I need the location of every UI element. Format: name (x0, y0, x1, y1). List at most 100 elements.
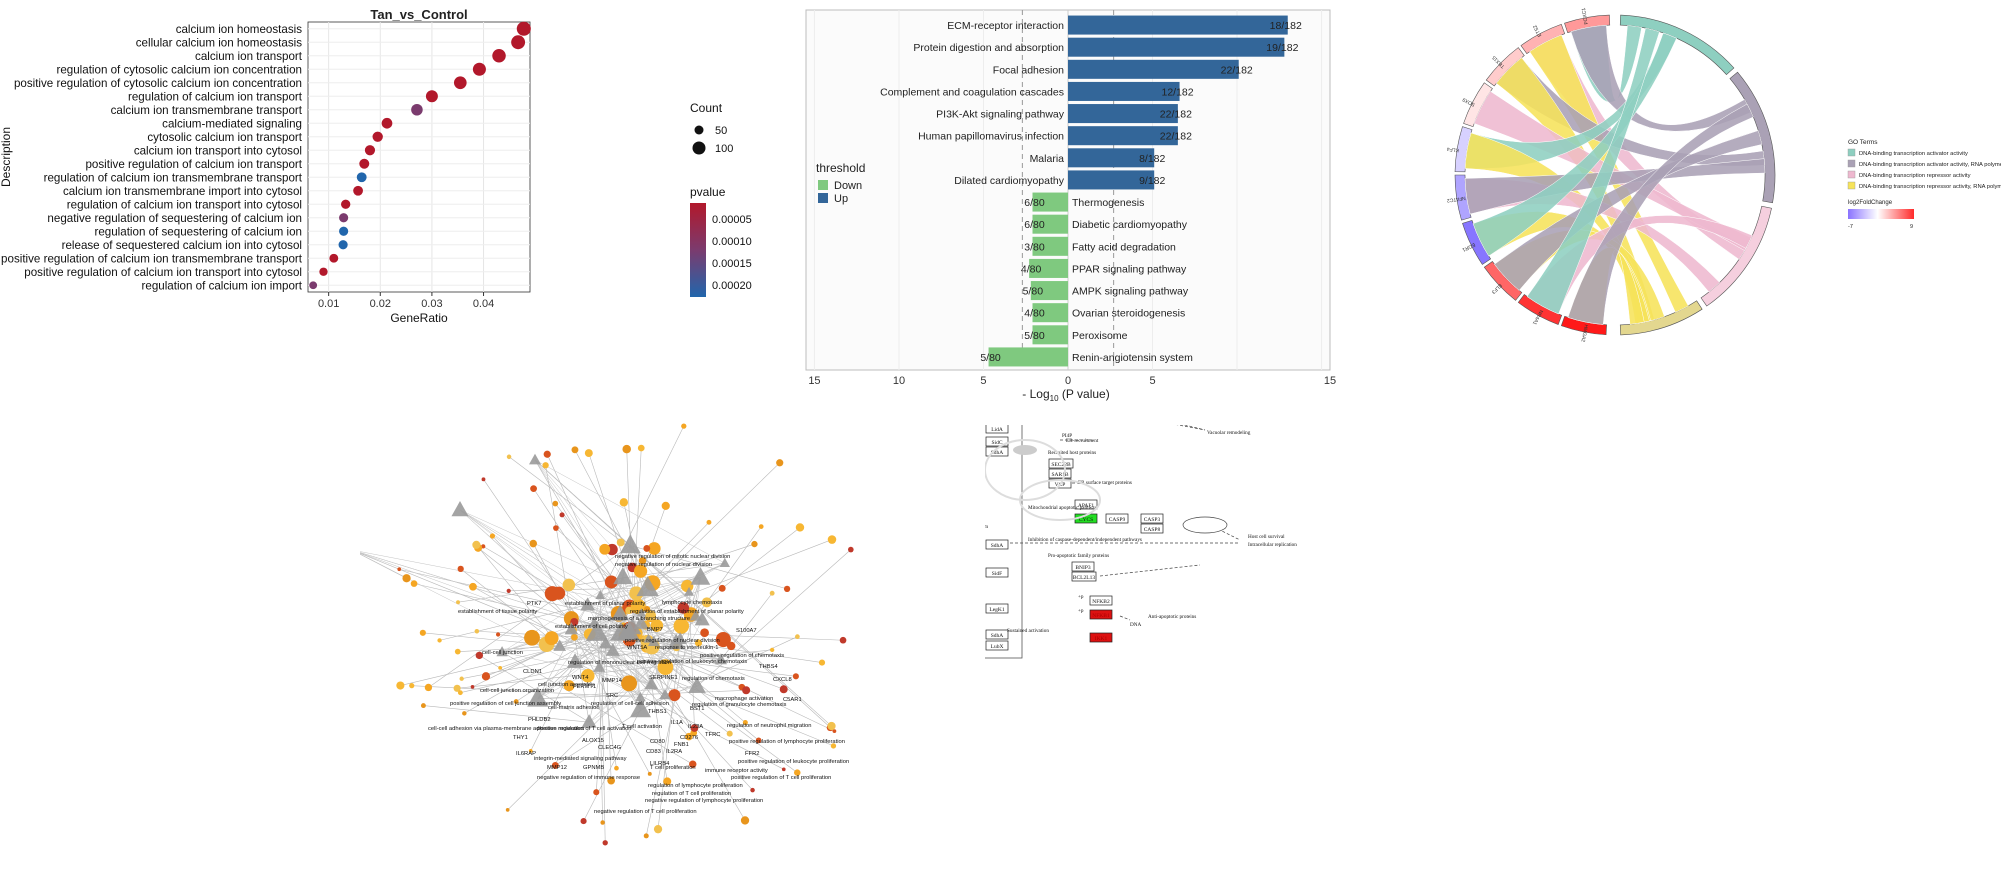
network-panel: negative regulation of mitotic nuclear d… (360, 405, 880, 874)
bar-name: PPAR signaling pathway (1072, 263, 1187, 275)
network-edge (596, 632, 730, 734)
gene-box (1048, 458, 1074, 469)
gene-box-label: SdhA (991, 543, 1004, 549)
gene-node (506, 454, 512, 460)
gene-node (625, 606, 633, 615)
network-edge (534, 459, 725, 564)
gene-node (600, 820, 605, 825)
network-label: cell junction assembly (538, 682, 594, 688)
term-node (611, 604, 629, 620)
network-label: IL6RAP (516, 751, 536, 757)
network-label: ALOX15 (582, 738, 604, 744)
mito-ring (1019, 479, 1101, 521)
network-edge (664, 619, 703, 696)
gene-node (621, 675, 638, 692)
gene-box-label: LegK1 (989, 607, 1005, 613)
network-edge (664, 694, 753, 791)
network-edge (664, 577, 701, 696)
term-node (636, 608, 647, 617)
term-label: calcium ion homeostasis (176, 23, 303, 36)
network-label: PHLDB2 (528, 717, 551, 723)
network-edge (428, 545, 631, 688)
bar-up (1068, 170, 1155, 190)
legend-key-up (818, 193, 828, 203)
network-edge (676, 642, 721, 660)
bar-down (1030, 281, 1068, 301)
dot-point (516, 21, 531, 36)
legend-key (1847, 159, 1856, 168)
legend-color-label: 0.00005 (712, 214, 752, 226)
gene-box (1089, 609, 1113, 620)
gene-node (529, 539, 538, 548)
term-node (553, 639, 567, 651)
network-edge (599, 426, 685, 596)
term-label: positive regulation of calcium ion trans… (24, 266, 302, 279)
network-edge (502, 631, 627, 653)
term-label: regulation of calcium ion import (142, 279, 303, 292)
term-label: calcium ion transmembrane transport (111, 104, 303, 117)
gene-node (616, 538, 625, 547)
gene-node (562, 578, 576, 592)
gene-node (581, 669, 595, 683)
gene-node (740, 816, 750, 825)
gene-box (1071, 561, 1095, 572)
gene-node (420, 703, 426, 709)
term-node (694, 611, 710, 626)
gene-node (571, 446, 579, 454)
gene-box-label: NFKB1 (1092, 613, 1110, 619)
gene-node (454, 648, 461, 655)
legend-fc-high: 9 (1910, 224, 1913, 230)
term-node (648, 635, 660, 646)
gene-node (673, 618, 690, 634)
x-axis-label: GeneRatio (390, 311, 448, 325)
chord-ribbon (1472, 32, 1677, 257)
gene-node (657, 659, 674, 675)
network-label: GPNMB (583, 765, 604, 771)
gene-node (544, 631, 559, 646)
network-label: WNT5A (627, 645, 647, 651)
gene-node (647, 771, 652, 776)
gene-box-label: SEC22B (1051, 462, 1071, 468)
legend-size-label: 100 (715, 143, 733, 155)
gene-node (769, 590, 775, 596)
network-label: T cell proliferation (650, 765, 696, 771)
gene-node (633, 564, 648, 578)
gene-node (489, 533, 496, 539)
gene-node (677, 602, 690, 614)
gene-box-label: NFKB2 (1092, 599, 1110, 605)
term-node (529, 453, 541, 465)
x-tick-label: 0.02 (370, 298, 391, 310)
network-label: FFR2 (745, 751, 760, 757)
term-label: regulation of sequestering of calcium io… (94, 225, 302, 238)
legend-key-down (818, 180, 828, 190)
gene-node (474, 629, 480, 634)
gene-node (795, 523, 805, 532)
legend-label-down: Down (834, 180, 862, 192)
bar-name: Peroxisome (1072, 330, 1128, 342)
dot-point (492, 49, 506, 63)
gene-node (643, 544, 651, 552)
dot-point (319, 267, 328, 276)
gene-node (781, 767, 786, 772)
gene-node (755, 737, 762, 744)
network-edge (534, 459, 746, 821)
network-edge (630, 545, 722, 660)
network-label: regulation of T cell proliferation (652, 791, 731, 797)
gene-node (637, 444, 645, 452)
dot-point (353, 185, 363, 196)
gene-node (593, 789, 600, 796)
dot-point (381, 117, 393, 129)
x-tick-label: 10 (893, 375, 905, 387)
bar-name: Malaria (1030, 153, 1065, 165)
gene-node (602, 840, 608, 846)
legend-color-label: 0.00010 (712, 236, 752, 248)
chord-ribbon (1494, 130, 1763, 291)
network-label: positive regulation of nuclear division (625, 638, 720, 644)
dot-point (472, 62, 486, 76)
gene-box-label: SidC (991, 440, 1002, 446)
gene-box (1140, 523, 1164, 534)
pathway-label: ER surface target proteins (1078, 479, 1132, 486)
gene-node (456, 600, 461, 605)
x-tick-label: 5 (980, 375, 986, 387)
network-edge (360, 552, 834, 747)
